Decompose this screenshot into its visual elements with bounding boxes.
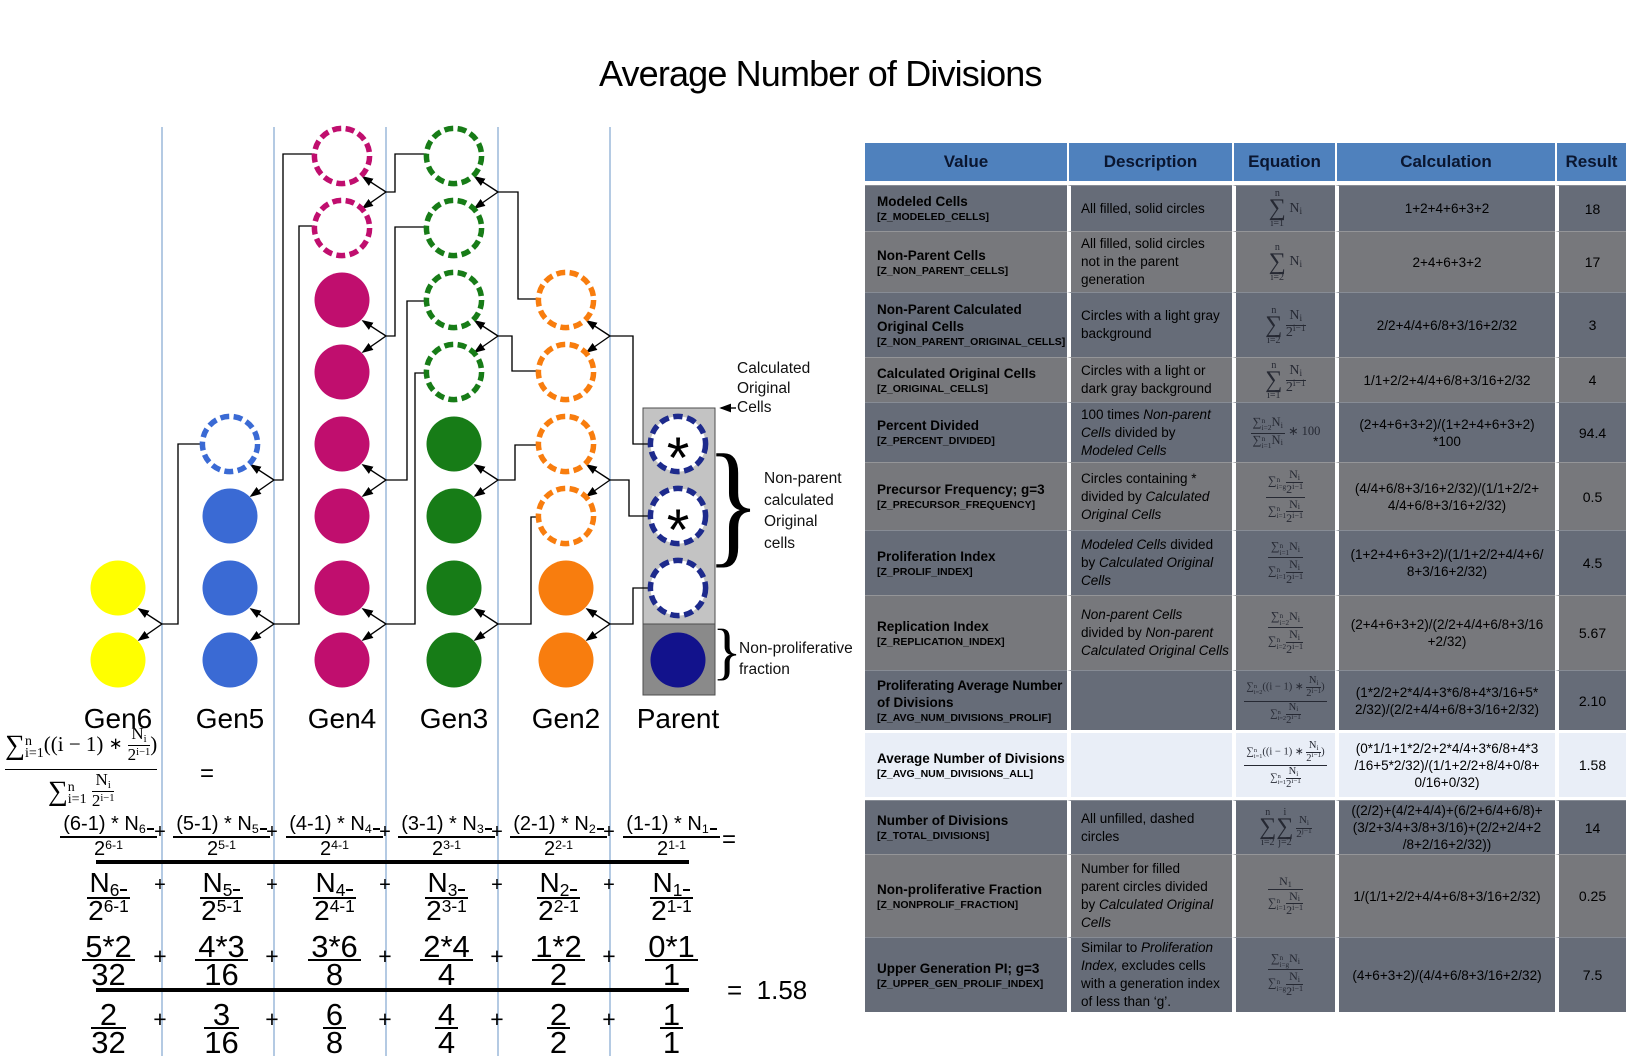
svg-text:*: * [667,498,690,563]
svg-text:*: * [667,426,690,491]
